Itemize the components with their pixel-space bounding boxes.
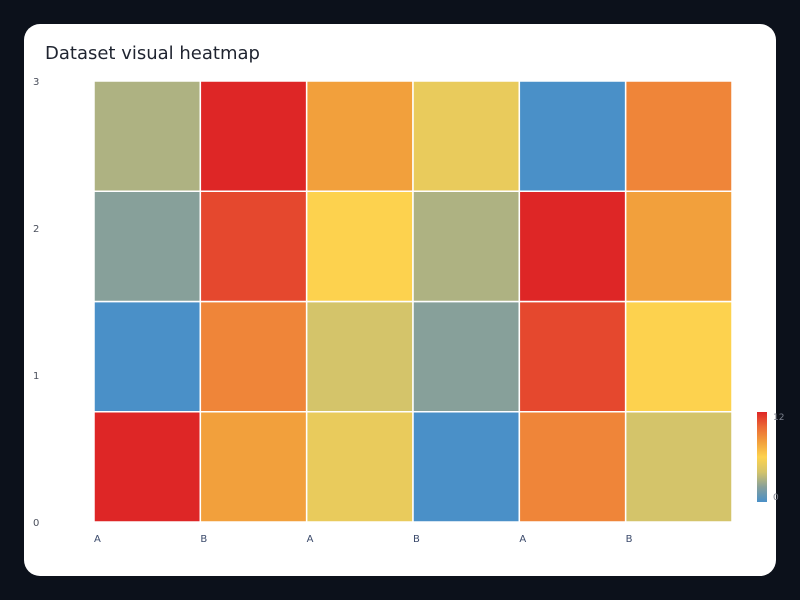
heatmap-cell bbox=[305, 300, 414, 413]
x-tick-label: A bbox=[307, 534, 314, 545]
heatmap-cell bbox=[305, 80, 414, 192]
heatmap-cell bbox=[199, 190, 308, 303]
heatmap-cell bbox=[624, 300, 733, 413]
heatmap-cell bbox=[305, 190, 414, 303]
heatmap-cell bbox=[412, 190, 521, 303]
heatmap-cell bbox=[199, 80, 308, 192]
heatmap-cell bbox=[199, 411, 308, 523]
heatmap-cell bbox=[518, 300, 627, 413]
x-tick-label: A bbox=[519, 534, 526, 545]
x-tick-label: B bbox=[626, 534, 633, 545]
x-tick-label: A bbox=[94, 534, 101, 545]
heatmap-cell bbox=[412, 411, 521, 523]
heatmap-cell bbox=[624, 411, 733, 523]
y-tick-label: 2 bbox=[33, 224, 39, 235]
y-tick-label: 3 bbox=[33, 77, 39, 88]
heatmap-cell bbox=[199, 300, 308, 413]
heatmap-cell bbox=[93, 300, 202, 413]
heatmap-cell bbox=[412, 300, 521, 413]
heatmap-cell bbox=[93, 190, 202, 303]
heatmap-cell bbox=[93, 411, 202, 523]
y-tick-label: 1 bbox=[33, 371, 39, 382]
colorbar-tick-label: 0 bbox=[773, 493, 779, 503]
heatmap-cell bbox=[624, 80, 733, 192]
colorbar-tick-label: 12 bbox=[773, 413, 784, 423]
chart-title: Dataset visual heatmap bbox=[45, 43, 260, 64]
colorbar bbox=[757, 412, 767, 502]
heatmap-cell bbox=[93, 80, 202, 192]
heatmap-cell bbox=[518, 190, 627, 303]
y-tick-label: 0 bbox=[33, 518, 39, 529]
heatmap-cell bbox=[518, 411, 627, 523]
heatmap-cell bbox=[624, 190, 733, 303]
x-tick-label: B bbox=[200, 534, 207, 545]
heatmap-cell bbox=[412, 80, 521, 192]
heatmap-cell bbox=[518, 80, 627, 192]
heatmap-cell bbox=[305, 411, 414, 523]
x-tick-label: B bbox=[413, 534, 420, 545]
